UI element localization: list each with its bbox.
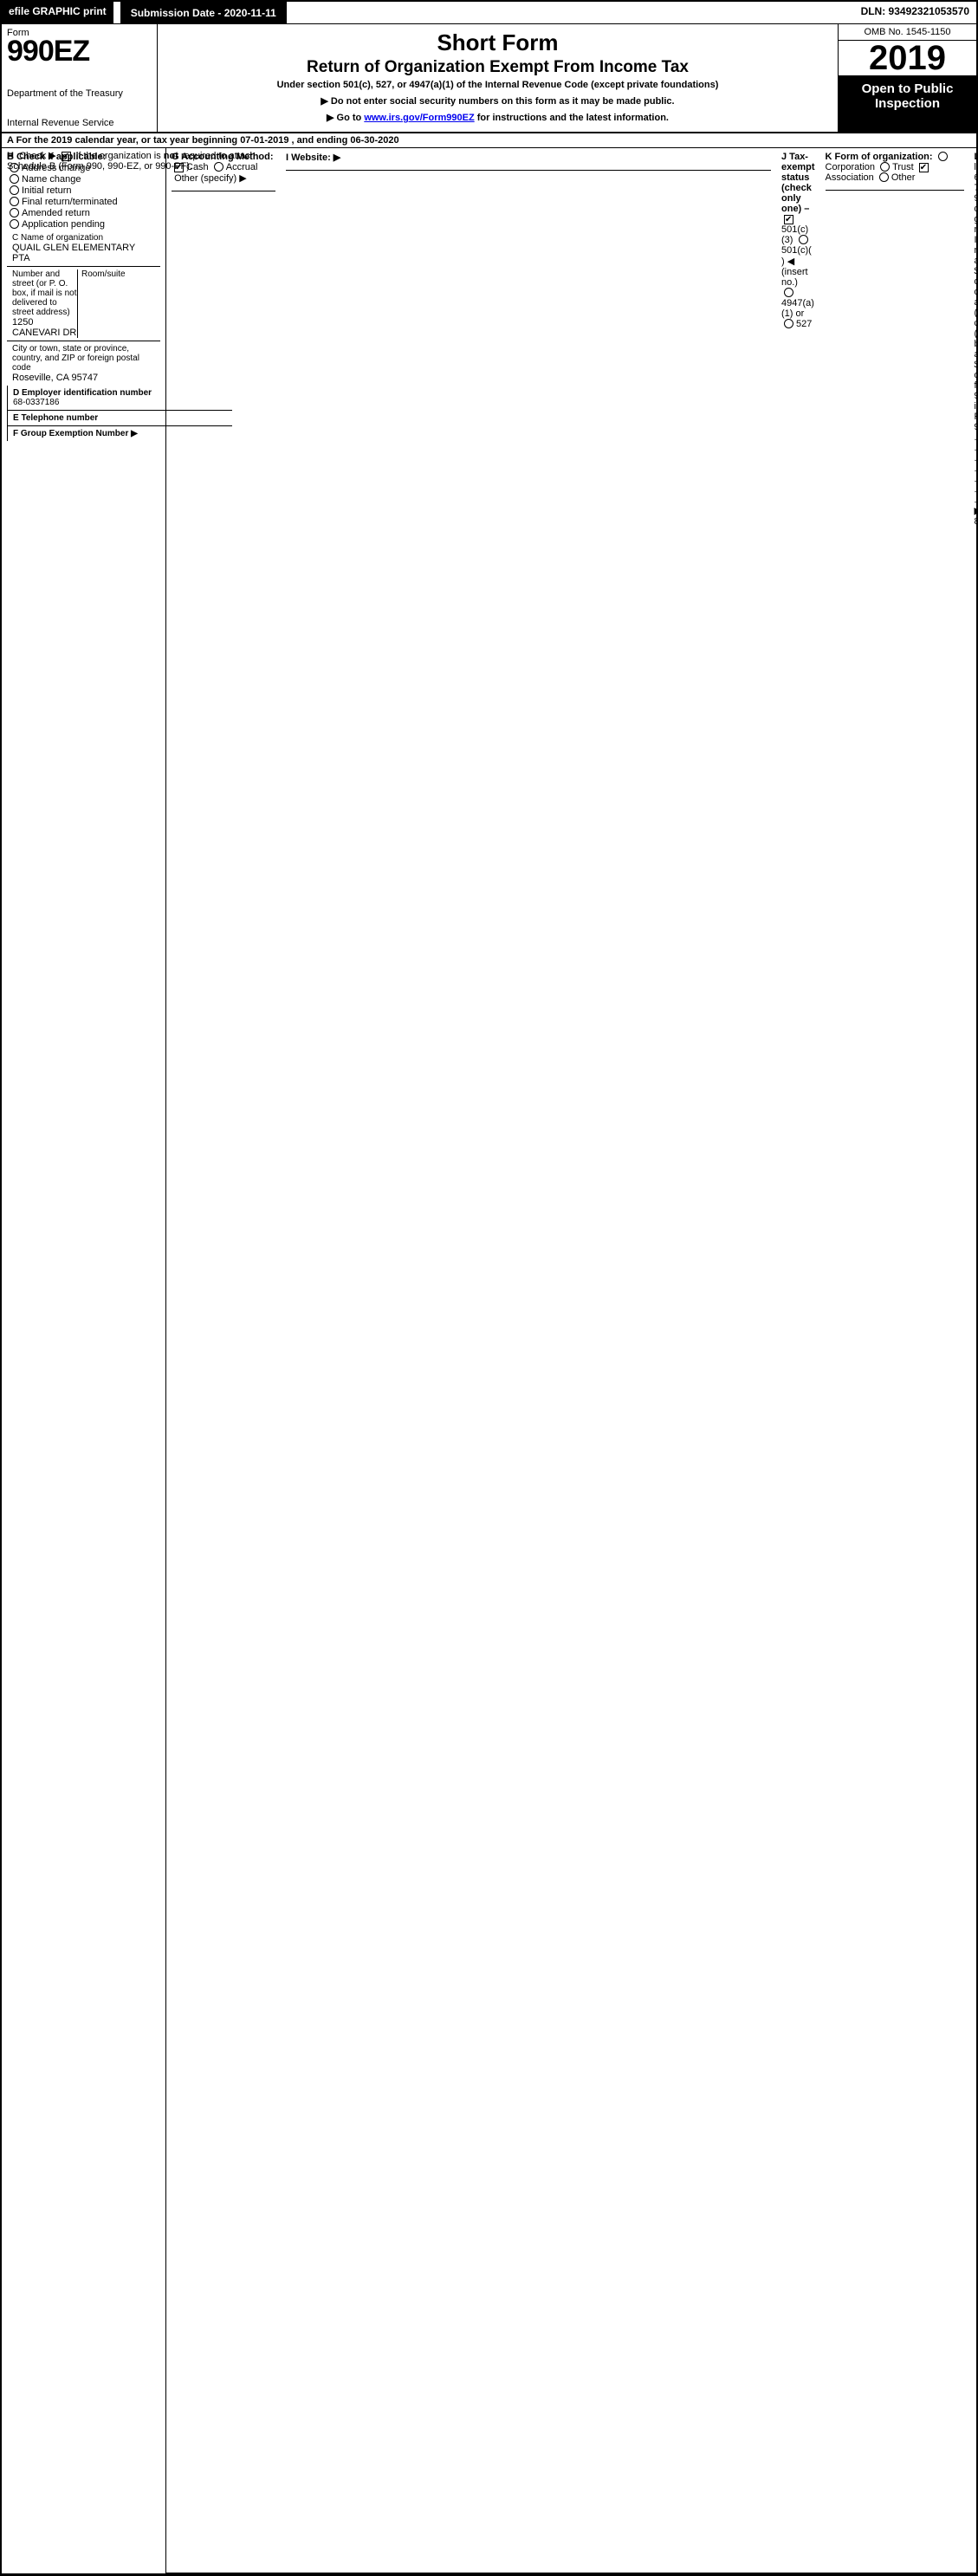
line-l-text: L Add lines 5b, 6c, and 7b to line 9 to … [975, 152, 978, 432]
short-form-title: Short Form [163, 29, 832, 56]
line-k-label: K Form of organization: [826, 152, 933, 162]
spacer [287, 2, 854, 23]
form-990ez-page: efile GRAPHIC print Submission Date - 20… [0, 0, 978, 2576]
title-block: Form 990EZ Department of the Treasury In… [2, 24, 976, 133]
street-address: 1250 CANEVARI DR [12, 317, 77, 338]
room-suite-label: Room/suite [77, 269, 155, 338]
chk-h-not-required[interactable] [62, 152, 71, 161]
goto-pre: ▶ Go to [327, 113, 364, 123]
line-g-h: G Accounting Method: Cash Accrual Other … [166, 148, 281, 2573]
department-line2: Internal Revenue Service [7, 118, 152, 128]
tax-year: 2019 [839, 41, 976, 76]
line-j-label: J Tax-exempt status (check only one) – [781, 152, 815, 214]
chk-amended-return[interactable]: Amended return [7, 208, 160, 218]
chk-501c[interactable] [799, 235, 808, 244]
website-input[interactable] [286, 170, 771, 171]
line-i: I Website: ▶ [281, 148, 776, 2573]
goto-instructions: ▶ Go to www.irs.gov/Form990EZ for instru… [163, 112, 832, 123]
chk-501c3[interactable] [784, 215, 793, 224]
chk-trust[interactable] [880, 162, 890, 172]
chk-initial-return[interactable]: Initial return [7, 185, 160, 196]
box-b: B Check if applicable: Address change Na… [2, 148, 166, 2573]
box-c-label: C Name of organization [12, 233, 155, 243]
other-org-input[interactable] [826, 190, 964, 191]
dln: DLN: 93492321053570 [854, 2, 976, 23]
line-k: K Form of organization: Corporation Trus… [820, 148, 969, 2573]
city-label: City or town, state or province, country… [12, 344, 155, 373]
city-state-zip: Roseville, CA 95747 [12, 373, 155, 383]
chk-final-return[interactable]: Final return/terminated [7, 197, 160, 207]
chk-name-change[interactable]: Name change [7, 174, 160, 185]
topbar: efile GRAPHIC print Submission Date - 20… [2, 2, 976, 24]
no-ssn-warning: ▶ Do not enter social security numbers o… [163, 95, 832, 107]
efile-graphic-print: efile GRAPHIC print [2, 2, 113, 23]
title-right: OMB No. 1545-1150 2019 Open to Public In… [838, 24, 976, 132]
return-title: Return of Organization Exempt From Incom… [163, 58, 832, 77]
header-grid: B Check if applicable: Address change Na… [2, 148, 976, 2574]
gross-receipts-amount: $ 82,166 [975, 506, 978, 527]
chk-4947a1[interactable] [784, 288, 793, 297]
line-h: H Check ▶ if the organization is not req… [7, 150, 275, 172]
chk-527[interactable] [784, 319, 793, 328]
line-j: J Tax-exempt status (check only one) – 5… [776, 148, 820, 2573]
title-center: Short Form Return of Organization Exempt… [158, 24, 838, 132]
line-l: L L Add lines 5b, 6c, and 7b to line 9 t… [969, 148, 978, 2573]
irs-link[interactable]: www.irs.gov/Form990EZ [364, 113, 474, 123]
chk-application-pending[interactable]: Application pending [7, 219, 160, 230]
line-i-label: I Website: ▶ [286, 152, 340, 163]
under-section: Under section 501(c), 527, or 4947(a)(1)… [163, 80, 832, 90]
chk-other-org[interactable] [879, 172, 889, 182]
title-left: Form 990EZ Department of the Treasury In… [2, 24, 158, 132]
submission-date: Submission Date - 2020-11-11 [120, 2, 287, 23]
department-line1: Department of the Treasury [7, 88, 152, 99]
chk-association[interactable] [919, 163, 929, 172]
goto-post: for instructions and the latest informat… [475, 113, 669, 123]
chk-corporation[interactable] [938, 152, 948, 161]
box-c: C Name of organization QUAIL GLEN ELEMEN… [7, 230, 160, 386]
open-to-public: Open to Public Inspection [839, 76, 976, 132]
street-label: Number and street (or P. O. box, if mail… [12, 269, 77, 317]
form-number: 990EZ [7, 35, 152, 68]
org-name: QUAIL GLEN ELEMENTARY PTA [12, 243, 155, 263]
period-line: A For the 2019 calendar year, or tax yea… [2, 133, 976, 148]
